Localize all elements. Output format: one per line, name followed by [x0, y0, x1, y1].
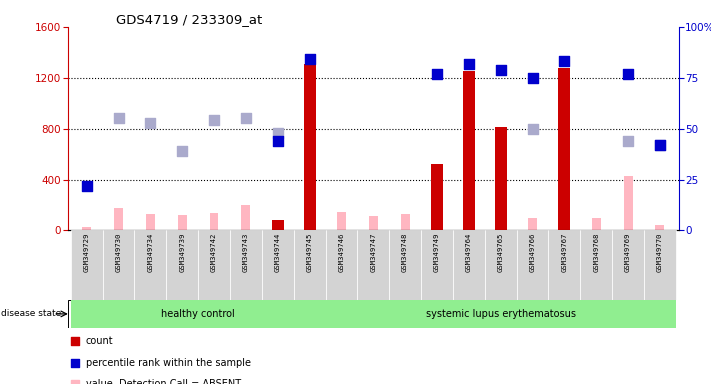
Point	[527, 126, 538, 132]
Bar	[656, 225, 664, 230]
Text: value, Detection Call = ABSENT: value, Detection Call = ABSENT	[86, 379, 241, 384]
Point	[69, 381, 80, 384]
Text: GSM349734: GSM349734	[147, 232, 154, 272]
Bar	[558, 68, 570, 230]
Bar	[644, 230, 676, 300]
Text: count: count	[86, 336, 114, 346]
Bar	[580, 230, 612, 300]
Bar	[464, 228, 474, 230]
Bar	[463, 71, 475, 230]
Text: GSM349766: GSM349766	[530, 232, 535, 272]
Bar	[432, 228, 442, 230]
Point	[81, 182, 92, 189]
Bar	[262, 230, 294, 300]
Bar	[401, 214, 410, 230]
Bar	[389, 230, 421, 300]
Point	[272, 130, 284, 136]
Bar	[337, 212, 346, 230]
Bar	[70, 300, 326, 328]
Bar	[305, 228, 314, 230]
Point	[69, 338, 80, 344]
Bar	[198, 230, 230, 300]
Point	[113, 115, 124, 121]
Bar	[592, 218, 601, 230]
Text: GSM349749: GSM349749	[434, 232, 440, 272]
Bar	[496, 228, 505, 230]
Bar	[70, 230, 102, 300]
Bar	[548, 230, 580, 300]
Bar	[294, 230, 326, 300]
Text: GSM349739: GSM349739	[179, 232, 185, 272]
Bar	[358, 230, 389, 300]
Point	[69, 360, 80, 366]
Point	[654, 142, 665, 148]
Text: GSM349748: GSM349748	[402, 232, 408, 272]
Point	[144, 119, 156, 126]
Bar	[146, 214, 155, 230]
Bar	[102, 230, 134, 300]
Point	[208, 118, 220, 124]
Bar	[273, 228, 282, 230]
Bar	[242, 205, 250, 230]
Text: GSM349768: GSM349768	[593, 232, 599, 272]
Point	[622, 138, 634, 144]
Bar	[134, 230, 166, 300]
Text: GSM349730: GSM349730	[115, 232, 122, 272]
Bar	[230, 230, 262, 300]
Bar	[272, 220, 284, 230]
Point	[527, 74, 538, 81]
Bar	[326, 300, 676, 328]
Text: GSM349767: GSM349767	[562, 232, 567, 272]
Bar	[166, 230, 198, 300]
Text: disease state: disease state	[1, 310, 61, 318]
Point	[495, 66, 506, 73]
Text: systemic lupus erythematosus: systemic lupus erythematosus	[426, 309, 576, 319]
Point	[463, 60, 474, 66]
Point	[240, 115, 252, 121]
Bar	[485, 230, 517, 300]
Point	[559, 58, 570, 65]
Bar	[304, 64, 316, 230]
Bar	[114, 208, 123, 230]
Text: GSM349742: GSM349742	[211, 232, 217, 272]
Point	[304, 56, 315, 63]
Text: GDS4719 / 233309_at: GDS4719 / 233309_at	[117, 13, 262, 26]
Bar	[495, 127, 507, 230]
Text: GSM349743: GSM349743	[243, 232, 249, 272]
Bar	[178, 215, 187, 230]
Text: healthy control: healthy control	[161, 309, 235, 319]
Text: GSM349747: GSM349747	[370, 232, 376, 272]
Bar	[210, 213, 218, 230]
Text: percentile rank within the sample: percentile rank within the sample	[86, 358, 251, 368]
Bar	[369, 217, 378, 230]
Bar	[453, 230, 485, 300]
Point	[272, 138, 284, 144]
Text: GSM349744: GSM349744	[274, 232, 281, 272]
Text: GSM349746: GSM349746	[338, 232, 344, 272]
Text: GSM349769: GSM349769	[625, 232, 631, 272]
Point	[654, 142, 665, 148]
Bar	[612, 230, 644, 300]
Bar	[560, 228, 569, 230]
Bar	[82, 227, 91, 230]
Text: GSM349770: GSM349770	[657, 232, 663, 272]
Point	[622, 71, 634, 77]
Bar	[624, 176, 633, 230]
Bar	[517, 230, 548, 300]
Bar	[431, 164, 443, 230]
Bar	[421, 230, 453, 300]
Bar	[326, 230, 358, 300]
Text: GSM349765: GSM349765	[498, 232, 503, 272]
Text: GSM349745: GSM349745	[306, 232, 313, 272]
Point	[176, 148, 188, 154]
Text: GSM349764: GSM349764	[466, 232, 472, 272]
Text: GSM349729: GSM349729	[84, 232, 90, 272]
Bar	[528, 218, 537, 230]
Point	[432, 71, 443, 77]
